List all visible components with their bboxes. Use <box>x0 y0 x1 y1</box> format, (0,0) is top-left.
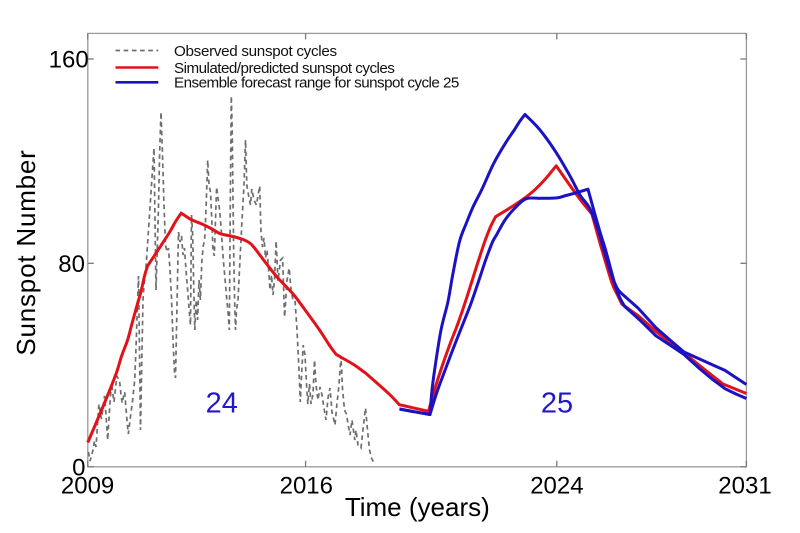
svg-text:Simulated/predicted sunspot cy: Simulated/predicted sunspot cycles <box>174 60 395 77</box>
svg-text:Sunspot Number: Sunspot Number <box>11 149 41 355</box>
svg-text:2024: 2024 <box>530 473 583 500</box>
svg-text:Ensemble forecast range for su: Ensemble forecast range for sunspot cycl… <box>174 74 459 91</box>
svg-text:24: 24 <box>206 387 238 419</box>
svg-text:160: 160 <box>49 47 89 74</box>
svg-text:2016: 2016 <box>280 473 333 500</box>
svg-text:80: 80 <box>58 251 85 278</box>
svg-text:0: 0 <box>72 454 85 481</box>
svg-text:Time (years): Time (years) <box>345 492 490 522</box>
svg-text:Observed sunspot cycles: Observed sunspot cycles <box>174 43 337 60</box>
svg-text:2009: 2009 <box>61 473 114 500</box>
svg-text:2031: 2031 <box>718 473 771 500</box>
svg-text:25: 25 <box>541 388 573 420</box>
